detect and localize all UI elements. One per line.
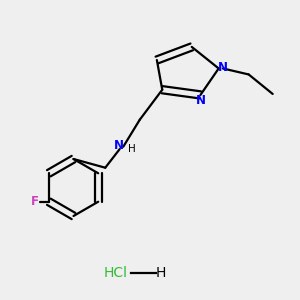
Text: N: N xyxy=(196,94,206,107)
Text: N: N xyxy=(114,139,124,152)
Text: N: N xyxy=(218,61,228,74)
Text: F: F xyxy=(31,195,39,208)
Text: H: H xyxy=(128,144,136,154)
Text: H: H xyxy=(155,266,166,280)
Text: HCl: HCl xyxy=(103,266,127,280)
